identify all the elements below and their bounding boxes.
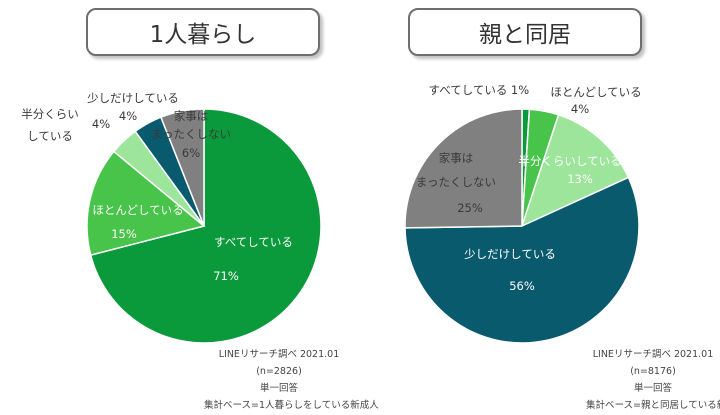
slice-label: 少しだけしている (87, 91, 179, 105)
slice-label: すべてしている (429, 83, 508, 97)
chart-living-alone: 1人暮らし すべてしている 71% ほとんどしている 15% 半分くらいしている 4% 少し… (21, 8, 379, 414)
source-line: 集計ベース=1人暮らしをしている新成人 (204, 400, 379, 411)
slice-label: ほとんどしている (550, 85, 641, 99)
slice-label: 少しだけしている (464, 247, 556, 261)
pie-slice-little (404, 176, 640, 344)
source-line: LINEリサーチ調べ 2021.01 (592, 349, 714, 360)
slice-label: 家事は (439, 151, 474, 165)
source-line: 集計ベース=親と同居している新成人 (586, 400, 720, 411)
source-line: 単一回答 (633, 383, 672, 394)
slice-label: 半分くらい (21, 107, 79, 121)
slice-label: 半分くらいしている (518, 154, 621, 168)
slice-percent: 71% (213, 269, 239, 283)
pie-slice-none (404, 108, 523, 229)
pie-slice-all (89, 108, 322, 344)
slice-percent: 1% (511, 83, 529, 97)
slice-percent: 25% (457, 201, 483, 215)
chart-title: 1人暮らし (86, 8, 320, 56)
slice-label: まったくしない (151, 127, 231, 141)
slice-label: ほとんどしている (92, 203, 183, 217)
pie-slice-none (159, 108, 205, 227)
slice-label: している (27, 129, 73, 143)
slice-percent: 6% (182, 146, 200, 160)
chart-living-with-parents: 親と同居 すべてしている 1% ほとんどしている 4% 半分くらいしている 13% 少しだけ… (360, 0, 720, 415)
pie-slice-half (520, 113, 630, 228)
slice-label: 家事は (174, 109, 209, 123)
slice-label: まったくしない (416, 175, 496, 189)
slice-percent: 15% (111, 227, 137, 241)
source-line: (n=8176) (630, 366, 676, 377)
source-line: 単一回答 (259, 383, 298, 394)
slice-percent: 4% (119, 109, 137, 123)
pie-chart: すべてしている 71% ほとんどしている 15% 半分くらいしている 4% 少しだけしている… (21, 91, 322, 344)
source-line: LINEリサーチ調べ 2021.01 (218, 349, 340, 360)
slice-percent: 4% (92, 117, 110, 131)
slice-label: すべてしている (214, 235, 293, 249)
slice-percent: 4% (571, 102, 589, 116)
source-note: LINEリサーチ調べ 2021.01 (n=8176) 単一回答 集計ベース=親… (586, 346, 720, 414)
source-note: LINEリサーチ調べ 2021.01 (n=2826) 単一回答 集計ベース=1… (204, 346, 379, 414)
source-line: (n=2826) (256, 366, 302, 377)
chart-title: 親と同居 (408, 8, 642, 56)
pie-chart: すべてしている 1% ほとんどしている 4% 半分くらいしている 13% 少しだけしている 5… (404, 83, 642, 344)
slice-percent: 56% (509, 279, 535, 293)
pie-slice-mostly (86, 150, 206, 257)
slice-percent: 13% (567, 172, 593, 186)
